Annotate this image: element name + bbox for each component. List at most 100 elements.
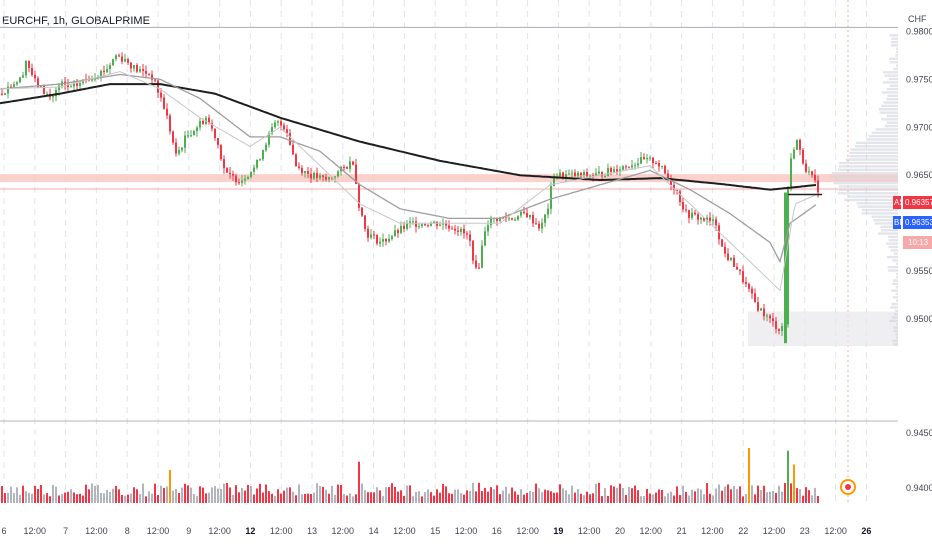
candle-body [490, 218, 492, 226]
volume-bar [409, 485, 411, 503]
ma-slow-line [0, 73, 817, 264]
candle-body [631, 165, 633, 168]
volume-bar [394, 486, 396, 503]
volume-bar [235, 485, 237, 503]
volume-bar [202, 487, 204, 503]
candle-body [157, 80, 159, 93]
candle-body [4, 93, 6, 95]
volume-bar [502, 490, 504, 503]
candle-body [547, 208, 549, 215]
volume-bar [517, 494, 519, 503]
candle-body [799, 139, 801, 150]
candle-body [526, 213, 528, 218]
volume-bar [280, 493, 282, 503]
candle-body [259, 159, 261, 161]
candle-body [517, 215, 519, 220]
volume-bar [253, 494, 255, 503]
candle-body [691, 212, 693, 218]
candle-body [412, 221, 414, 223]
volume-bar [625, 494, 627, 503]
candle-body [481, 245, 483, 268]
candle-body [268, 133, 270, 145]
volume-bar [247, 484, 249, 503]
volume-bar [316, 483, 318, 503]
x-tick-label: 12:00 [332, 526, 355, 536]
candle-body [634, 165, 636, 167]
candle-body [127, 59, 129, 63]
candle-body [478, 267, 480, 269]
volume-bar [115, 485, 117, 503]
profile-bar [892, 326, 898, 329]
profile-bar [850, 148, 898, 151]
volume-bar [208, 492, 210, 503]
volume-bar [658, 489, 660, 503]
candle-body [148, 73, 150, 75]
profile-bar [854, 145, 898, 148]
candle-body [703, 217, 705, 221]
volume-bar [55, 486, 57, 503]
candle-body [319, 175, 321, 179]
volume-bar [709, 493, 711, 503]
candle-body [250, 171, 252, 178]
volume-bar [754, 494, 756, 503]
volume-bar [763, 485, 765, 503]
volume-bar [367, 492, 369, 503]
volume-bar [289, 487, 291, 503]
candle-body [451, 228, 453, 230]
candle-body [655, 162, 657, 164]
candle-body [559, 172, 561, 177]
volume-bar [310, 493, 312, 503]
volume-bar [634, 485, 636, 503]
candle-body [292, 144, 294, 155]
time-axis[interactable]: 6 12:00 7 12:00 8 12:00 9 12:00 12 12:00 13 12:00 14… [1, 526, 871, 536]
profile-bar [896, 323, 898, 326]
volume-bar [379, 490, 381, 503]
volume-bar [577, 489, 579, 503]
candle-body [802, 149, 804, 164]
volume-bar [472, 482, 474, 503]
candle-body [295, 154, 297, 167]
volume-bar [466, 490, 468, 503]
candle-body [346, 167, 348, 169]
volume-bar [724, 486, 726, 503]
volume-bar [613, 486, 615, 503]
x-tick-label: 12 [245, 526, 255, 536]
candle-body [349, 161, 351, 169]
candle-body [652, 157, 654, 163]
candle-body [367, 228, 369, 238]
volume-bar [532, 491, 534, 503]
volume-bar [103, 493, 105, 503]
candle-body [214, 128, 216, 139]
volume-bar [385, 486, 387, 503]
profile-bar [888, 239, 898, 242]
candle-body [313, 172, 315, 179]
candle-body [484, 231, 486, 246]
candle-body [739, 269, 741, 272]
candle-body [70, 86, 72, 88]
x-tick-label: 12:00 [85, 526, 108, 536]
candle-body [286, 129, 288, 134]
volume-bar [52, 485, 54, 503]
candle-body [436, 221, 438, 226]
candle-body [562, 172, 564, 178]
candle-body [388, 238, 390, 242]
volume-bar [109, 491, 111, 503]
price-axis[interactable]: CHF0.980000.975000.970000.965000.960000.… [898, 0, 932, 550]
candle-body [700, 217, 702, 220]
volume-bar [694, 491, 696, 503]
candle-body [595, 173, 597, 176]
profile-bar [845, 158, 898, 161]
moving-averages [0, 71, 822, 292]
profile-bar [878, 108, 898, 111]
volume-bar [463, 494, 465, 503]
profile-bar [838, 168, 898, 171]
volume-bar [610, 485, 612, 503]
candle-body [310, 173, 312, 179]
profile-bar [847, 195, 898, 198]
candle-body [1, 93, 3, 95]
profile-bar [881, 228, 898, 232]
candle-body [448, 225, 450, 229]
volume-bar [154, 483, 156, 503]
